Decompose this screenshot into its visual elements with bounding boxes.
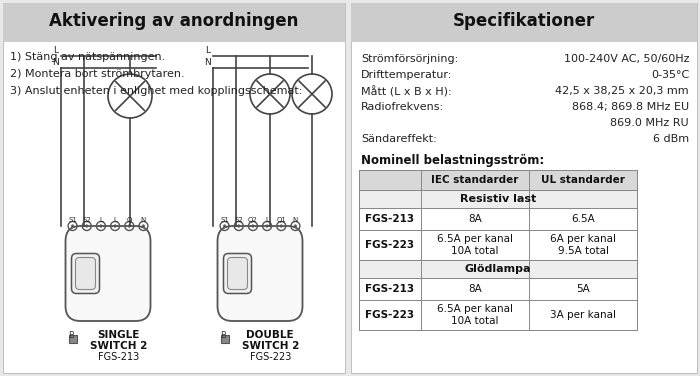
Text: 868.4; 869.8 MHz EU: 868.4; 869.8 MHz EU: [572, 102, 689, 112]
FancyBboxPatch shape: [69, 335, 76, 343]
Circle shape: [237, 225, 240, 227]
Text: UL standarder: UL standarder: [541, 175, 625, 185]
Text: DOUBLE: DOUBLE: [246, 330, 294, 340]
FancyBboxPatch shape: [66, 226, 150, 321]
Text: 5A: 5A: [576, 284, 590, 294]
Text: Specifikationer: Specifikationer: [453, 12, 595, 30]
FancyBboxPatch shape: [223, 253, 251, 294]
FancyBboxPatch shape: [71, 253, 99, 294]
Text: B: B: [69, 331, 74, 340]
Text: 3A per kanal: 3A per kanal: [550, 310, 616, 320]
Text: 6.5A per kanal
10A total: 6.5A per kanal 10A total: [437, 234, 513, 256]
Text: 3) Anslut enheten i enlighet med kopplingsschemat:: 3) Anslut enheten i enlighet med kopplin…: [10, 86, 302, 96]
Text: FGS-213: FGS-213: [365, 284, 414, 294]
Text: SWITCH 2: SWITCH 2: [241, 341, 299, 351]
FancyBboxPatch shape: [359, 170, 637, 190]
Text: IEC standarder: IEC standarder: [431, 175, 519, 185]
FancyBboxPatch shape: [351, 3, 697, 373]
Text: 6.5A per kanal
10A total: 6.5A per kanal 10A total: [437, 304, 513, 326]
Text: Sändareffekt:: Sändareffekt:: [361, 134, 437, 144]
FancyBboxPatch shape: [359, 190, 637, 208]
Circle shape: [266, 225, 268, 227]
FancyBboxPatch shape: [359, 300, 637, 330]
FancyBboxPatch shape: [359, 278, 637, 300]
Text: 869.0 MHz RU: 869.0 MHz RU: [610, 118, 689, 128]
Text: Aktivering av anordningen: Aktivering av anordningen: [49, 12, 299, 30]
FancyBboxPatch shape: [228, 258, 248, 290]
FancyBboxPatch shape: [3, 3, 345, 42]
Text: 6.5A: 6.5A: [571, 214, 595, 224]
Text: Strömförsörjning:: Strömförsörjning:: [361, 54, 458, 64]
Circle shape: [114, 225, 116, 227]
Text: L: L: [113, 217, 117, 223]
FancyBboxPatch shape: [359, 260, 637, 278]
Text: L: L: [265, 217, 269, 223]
Text: 8A: 8A: [468, 284, 482, 294]
FancyBboxPatch shape: [220, 335, 228, 343]
Text: L: L: [99, 217, 103, 223]
Circle shape: [85, 225, 88, 227]
Text: FGS-213: FGS-213: [365, 214, 414, 224]
Text: FGS-223: FGS-223: [365, 310, 414, 320]
Text: FGS-213: FGS-213: [97, 352, 139, 362]
Text: N: N: [52, 58, 59, 67]
Text: L: L: [53, 46, 59, 55]
Text: S2: S2: [83, 217, 91, 223]
Text: 2) Montera bort strömbrytaren.: 2) Montera bort strömbrytaren.: [10, 69, 185, 79]
Circle shape: [294, 225, 297, 227]
Text: Q2: Q2: [248, 217, 258, 223]
Circle shape: [280, 225, 282, 227]
Text: S2: S2: [234, 217, 243, 223]
Text: 6 dBm: 6 dBm: [653, 134, 689, 144]
FancyBboxPatch shape: [3, 3, 345, 373]
Text: Resistiv last: Resistiv last: [460, 194, 536, 204]
Circle shape: [99, 225, 102, 227]
Text: Drifttemperatur:: Drifttemperatur:: [361, 70, 452, 80]
Text: 100-240V AC, 50/60Hz: 100-240V AC, 50/60Hz: [564, 54, 689, 64]
Text: Nominell belastningsström:: Nominell belastningsström:: [361, 154, 545, 167]
FancyBboxPatch shape: [76, 258, 95, 290]
FancyBboxPatch shape: [218, 226, 302, 321]
Text: 1) Stäng av nätspänningen.: 1) Stäng av nätspänningen.: [10, 52, 165, 62]
Text: Q1: Q1: [276, 217, 286, 223]
FancyBboxPatch shape: [359, 208, 637, 230]
Circle shape: [71, 225, 74, 227]
Text: S1: S1: [68, 217, 77, 223]
Text: Glödlampa: Glödlampa: [465, 264, 531, 274]
Text: 6A per kanal
9.5A total: 6A per kanal 9.5A total: [550, 234, 616, 256]
Text: SINGLE: SINGLE: [97, 330, 139, 340]
Circle shape: [223, 225, 226, 227]
Text: FGS-223: FGS-223: [365, 240, 414, 250]
Text: N: N: [204, 58, 211, 67]
Text: 42,5 x 38,25 x 20,3 mm: 42,5 x 38,25 x 20,3 mm: [555, 86, 689, 96]
Text: B: B: [220, 331, 226, 340]
Text: Q: Q: [127, 217, 132, 223]
Text: S1: S1: [220, 217, 229, 223]
Text: Radiofrekvens:: Radiofrekvens:: [361, 102, 444, 112]
Circle shape: [142, 225, 145, 227]
FancyBboxPatch shape: [351, 3, 697, 42]
Text: SWITCH 2: SWITCH 2: [90, 341, 147, 351]
Circle shape: [252, 225, 254, 227]
Text: N: N: [293, 217, 298, 223]
Text: 0-35°C: 0-35°C: [651, 70, 689, 80]
Text: N: N: [141, 217, 146, 223]
Circle shape: [128, 225, 130, 227]
Text: FGS-223: FGS-223: [249, 352, 291, 362]
Text: L: L: [206, 46, 211, 55]
Text: 8A: 8A: [468, 214, 482, 224]
FancyBboxPatch shape: [359, 230, 637, 260]
Text: Mått (L x B x H):: Mått (L x B x H):: [361, 86, 452, 97]
